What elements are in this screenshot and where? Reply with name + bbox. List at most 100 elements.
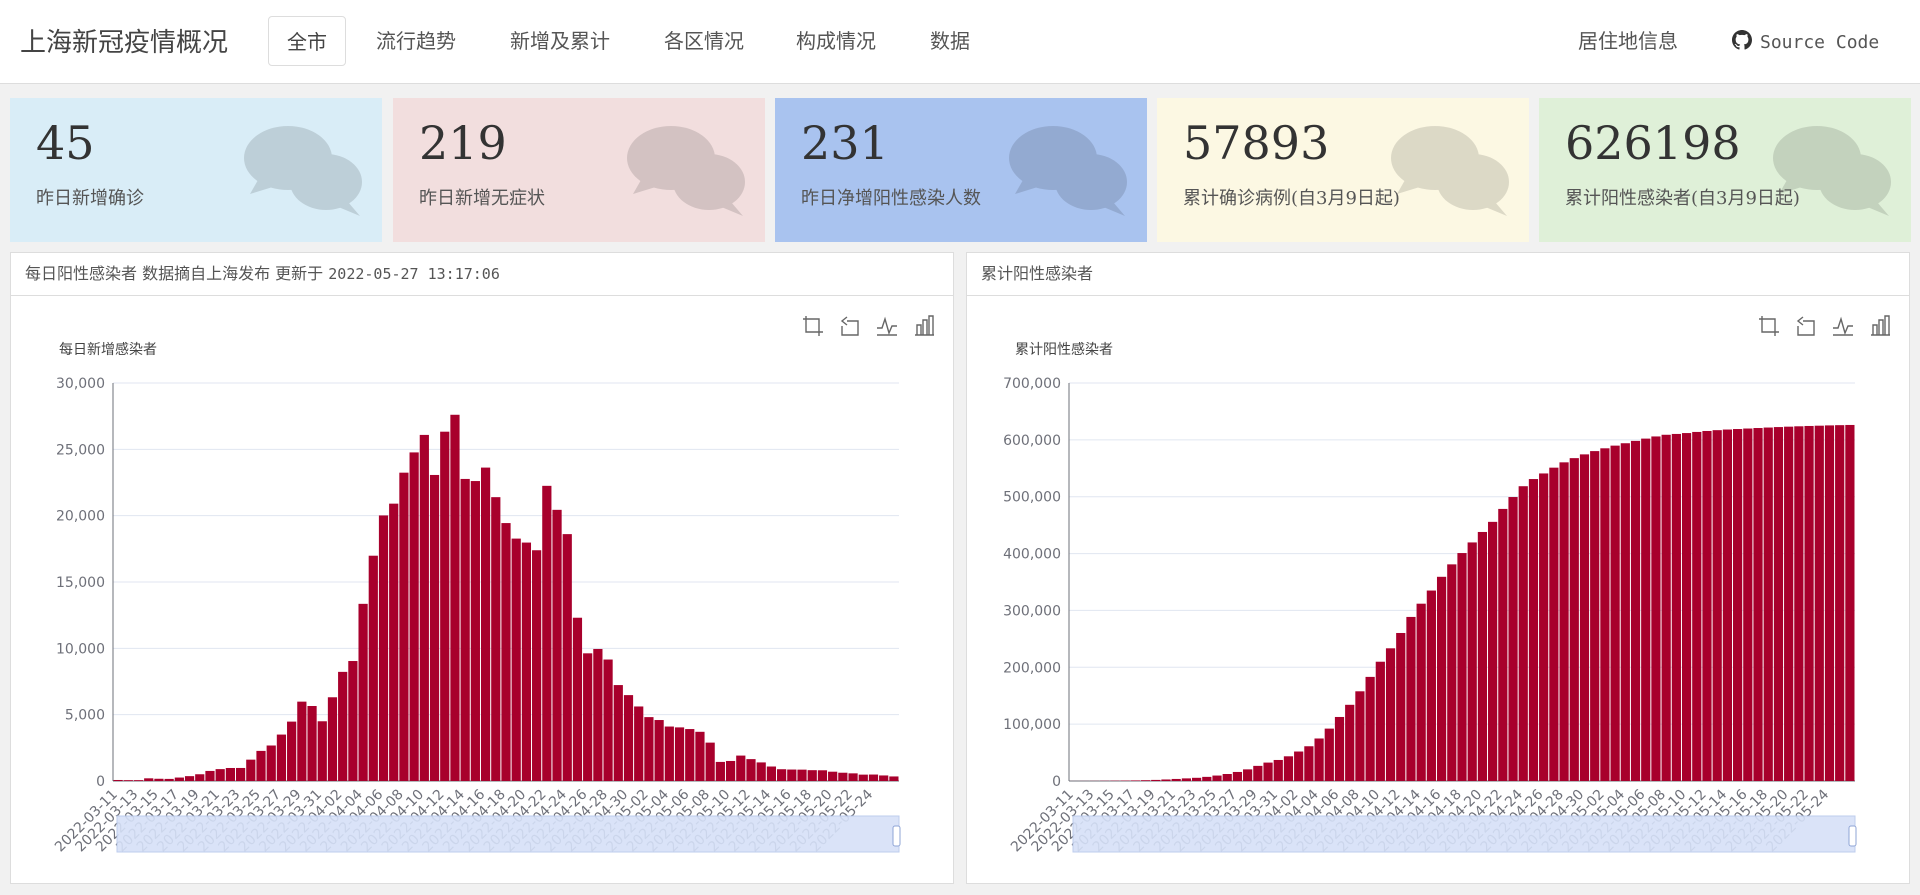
chart-bar[interactable]	[1722, 429, 1733, 781]
chart-bar[interactable]	[133, 780, 144, 781]
chart-bar[interactable]	[297, 701, 307, 781]
chart-bar[interactable]	[1773, 427, 1784, 781]
chart-bar[interactable]	[715, 761, 725, 781]
chart-bar[interactable]	[164, 778, 174, 781]
tab-districts[interactable]: 各区情况	[664, 29, 744, 53]
chart-bar[interactable]	[1304, 746, 1314, 781]
chart-bar[interactable]	[828, 771, 838, 781]
chart-bar[interactable]	[246, 759, 256, 781]
chart-bar[interactable]	[1702, 430, 1712, 781]
tab-new-cumulative[interactable]: 新增及累计	[510, 29, 610, 53]
chart-bar[interactable]	[1324, 728, 1334, 781]
chart-bar[interactable]	[1641, 438, 1651, 781]
chart-bar[interactable]	[644, 717, 654, 781]
chart-bar[interactable]	[1396, 632, 1406, 781]
chart-bar[interactable]	[1579, 454, 1590, 781]
chart-bar[interactable]	[1365, 676, 1375, 781]
chart-bar[interactable]	[378, 515, 389, 781]
chart-bar[interactable]	[746, 759, 756, 781]
chart-bar[interactable]	[1375, 661, 1385, 781]
tab-citywide[interactable]: 全市	[268, 16, 346, 66]
chart-bar[interactable]	[419, 434, 429, 781]
chart-bar[interactable]	[358, 603, 368, 781]
chart-bar[interactable]	[654, 720, 664, 781]
chart-bar[interactable]	[848, 773, 858, 781]
chart-bar[interactable]	[1447, 564, 1457, 781]
chart-bar[interactable]	[1181, 778, 1191, 781]
chart-bar[interactable]	[1345, 704, 1355, 781]
chart-bar[interactable]	[1253, 765, 1263, 781]
chart-bar[interactable]	[184, 776, 195, 781]
chart-bar[interactable]	[879, 775, 889, 781]
chart-bar[interactable]	[1498, 508, 1508, 781]
chart-bar[interactable]	[460, 478, 470, 781]
chart-bar[interactable]	[1681, 433, 1692, 781]
chart-bar[interactable]	[1140, 780, 1151, 781]
chart-bar[interactable]	[1243, 769, 1253, 781]
chart-bar[interactable]	[287, 721, 297, 781]
chart-bar[interactable]	[327, 697, 338, 781]
chart-bar[interactable]	[1845, 424, 1855, 781]
chart-bar[interactable]	[1488, 521, 1498, 781]
bar-chart-icon[interactable]	[913, 315, 935, 341]
chart-bar[interactable]	[705, 742, 715, 781]
chart-bar[interactable]	[1804, 425, 1814, 781]
chart-bar[interactable]	[205, 770, 215, 781]
chart-bar[interactable]	[1651, 436, 1661, 781]
chart-bar[interactable]	[1733, 429, 1743, 781]
zoom-icon[interactable]	[1758, 315, 1780, 341]
chart-bar[interactable]	[1202, 776, 1212, 781]
chart-bar[interactable]	[1457, 553, 1467, 781]
line-chart-icon[interactable]	[876, 315, 898, 341]
chart-bar[interactable]	[389, 503, 399, 781]
chart-bar[interactable]	[123, 780, 133, 781]
chart-bar[interactable]	[1406, 616, 1416, 781]
chart-bar[interactable]	[1824, 425, 1835, 781]
tab-trend[interactable]: 流行趋势	[376, 29, 456, 53]
chart-bar[interactable]	[1549, 467, 1559, 781]
restore-icon[interactable]	[839, 315, 861, 341]
chart-bar[interactable]	[1784, 426, 1794, 781]
chart-bar[interactable]	[521, 542, 532, 781]
chart-bar[interactable]	[613, 685, 623, 781]
chart-bar[interactable]	[276, 734, 287, 781]
chart-bar[interactable]	[1161, 779, 1171, 781]
chart-bar[interactable]	[1334, 716, 1345, 781]
chart-bar[interactable]	[1222, 774, 1232, 781]
chart-bar[interactable]	[317, 721, 327, 781]
chart-bar[interactable]	[235, 767, 246, 781]
chart-bar[interactable]	[1191, 777, 1202, 781]
chart-bar[interactable]	[1385, 648, 1396, 781]
chart-bar[interactable]	[1355, 691, 1365, 781]
chart-bar[interactable]	[1712, 430, 1722, 781]
chart-bar[interactable]	[593, 648, 603, 781]
chart-bar[interactable]	[1692, 431, 1702, 781]
tab-data[interactable]: 数据	[930, 29, 970, 53]
chart-bar[interactable]	[1263, 762, 1273, 781]
datazoom-handle[interactable]	[1848, 825, 1857, 847]
chart-bar[interactable]	[532, 550, 542, 781]
chart-bar[interactable]	[725, 760, 736, 781]
chart-bar[interactable]	[1630, 440, 1641, 781]
chart-bar[interactable]	[603, 659, 613, 781]
chart-bar[interactable]	[429, 474, 440, 781]
chart-bar[interactable]	[1212, 775, 1222, 781]
chart-bar[interactable]	[154, 778, 164, 781]
chart-bar[interactable]	[1426, 590, 1436, 781]
bar-chart-icon[interactable]	[1869, 315, 1891, 341]
chart-bar[interactable]	[552, 509, 562, 781]
chart-bar[interactable]	[1283, 756, 1294, 781]
datazoom-handle[interactable]	[892, 825, 901, 847]
chart-bar[interactable]	[144, 778, 154, 781]
chart-bar[interactable]	[480, 467, 491, 781]
chart-bar[interactable]	[817, 770, 828, 781]
chart-bar[interactable]	[1477, 531, 1488, 781]
chart-bar[interactable]	[113, 779, 123, 781]
chart-bar[interactable]	[562, 534, 572, 781]
chart-bar[interactable]	[1294, 751, 1304, 781]
chart-bar[interactable]	[1467, 542, 1477, 781]
chart-bar[interactable]	[266, 745, 276, 782]
chart-bar[interactable]	[399, 472, 409, 781]
line-chart-icon[interactable]	[1832, 315, 1854, 341]
chart-bar[interactable]	[1814, 425, 1824, 781]
